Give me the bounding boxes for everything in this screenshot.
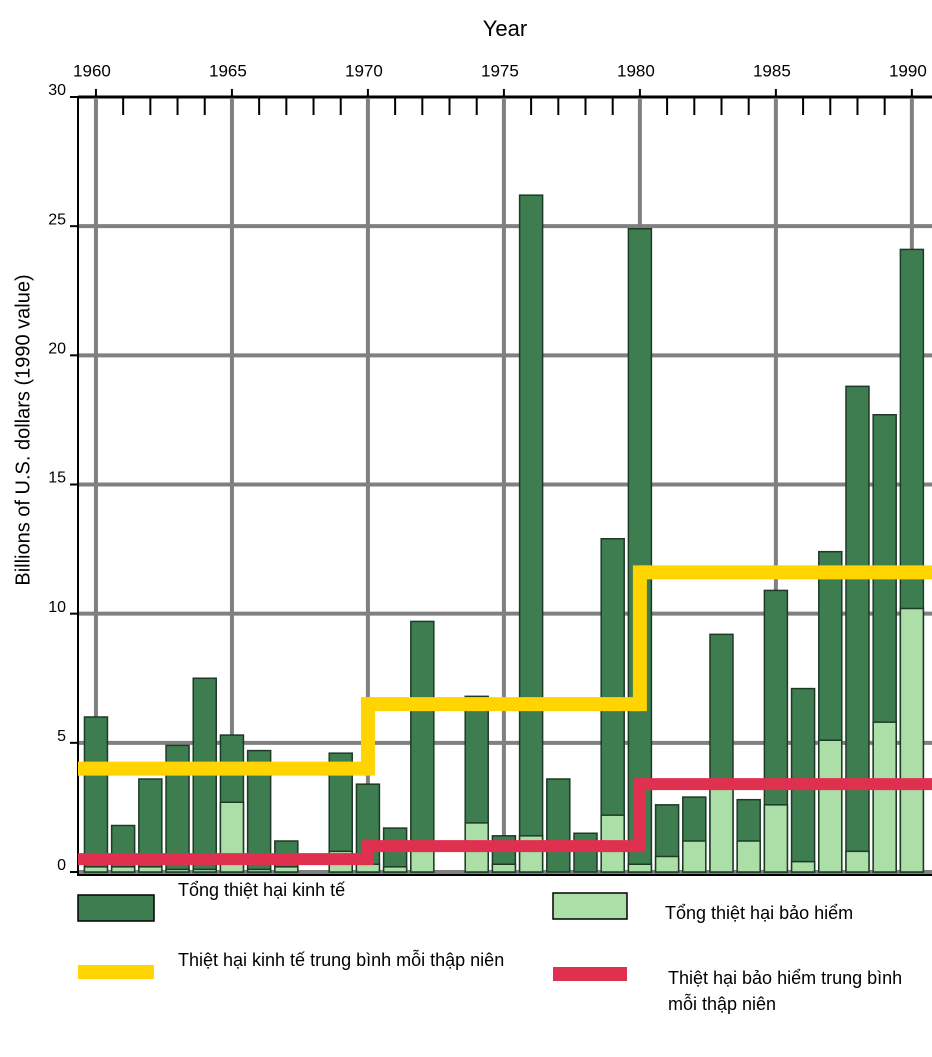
y-axis-title: Billions of U.S. dollars (1990 value) xyxy=(12,274,34,585)
x-axis-title: Year xyxy=(483,16,527,41)
legend-label: Tổng thiệt hại bảo hiểm xyxy=(665,903,854,923)
y-tick-label: 5 xyxy=(57,728,66,745)
y-tick-label: 0 xyxy=(57,857,66,874)
bar xyxy=(818,739,843,873)
bar xyxy=(709,786,734,873)
legend-swatch xyxy=(552,892,628,920)
x-tick-label: 1960 xyxy=(73,61,111,80)
bar xyxy=(192,868,217,873)
bar xyxy=(410,848,435,873)
legend-label: Thiệt hại kinh tế trung bình mỗi thập ni… xyxy=(178,950,505,970)
bar xyxy=(382,866,408,873)
bar xyxy=(83,866,109,873)
bar xyxy=(274,866,299,873)
bar xyxy=(165,868,190,873)
legend-swatch xyxy=(553,967,627,981)
bar xyxy=(110,866,136,873)
bar xyxy=(138,866,163,873)
legend-label: Tổng thiệt hại kinh tế xyxy=(178,880,346,900)
bar xyxy=(518,194,544,873)
legend-label: Thiệt hại bảo hiểm trung bình mỗi thập n… xyxy=(668,968,903,1014)
y-tick-label: 20 xyxy=(48,341,66,358)
bar xyxy=(491,863,517,873)
bar xyxy=(355,863,381,873)
legend-swatch xyxy=(77,894,155,922)
bar xyxy=(872,721,897,873)
y-tick-label: 25 xyxy=(48,211,66,228)
bar xyxy=(573,832,598,873)
bar xyxy=(899,607,925,873)
x-tick-label: 1985 xyxy=(753,61,791,80)
x-tick-label: 1975 xyxy=(481,61,519,80)
bar xyxy=(845,385,870,873)
bar xyxy=(790,860,816,873)
x-tick-label: 1965 xyxy=(209,61,247,80)
bar xyxy=(763,804,789,873)
bar xyxy=(682,840,707,873)
y-tick-label: 30 xyxy=(48,82,66,99)
bar xyxy=(627,863,653,873)
bar xyxy=(736,840,761,873)
x-tick-label: 1990 xyxy=(889,61,927,80)
x-tick-label: 1980 xyxy=(617,61,655,80)
bar xyxy=(246,868,272,873)
bar xyxy=(654,855,680,873)
bar xyxy=(410,620,435,873)
bar xyxy=(546,778,571,873)
bar xyxy=(83,716,109,873)
y-tick-label: 15 xyxy=(48,470,66,487)
bar xyxy=(627,228,653,873)
bar xyxy=(845,850,870,873)
x-tick-label: 1970 xyxy=(345,61,383,80)
y-tick-label: 10 xyxy=(48,599,66,616)
legend-swatch xyxy=(78,965,154,979)
